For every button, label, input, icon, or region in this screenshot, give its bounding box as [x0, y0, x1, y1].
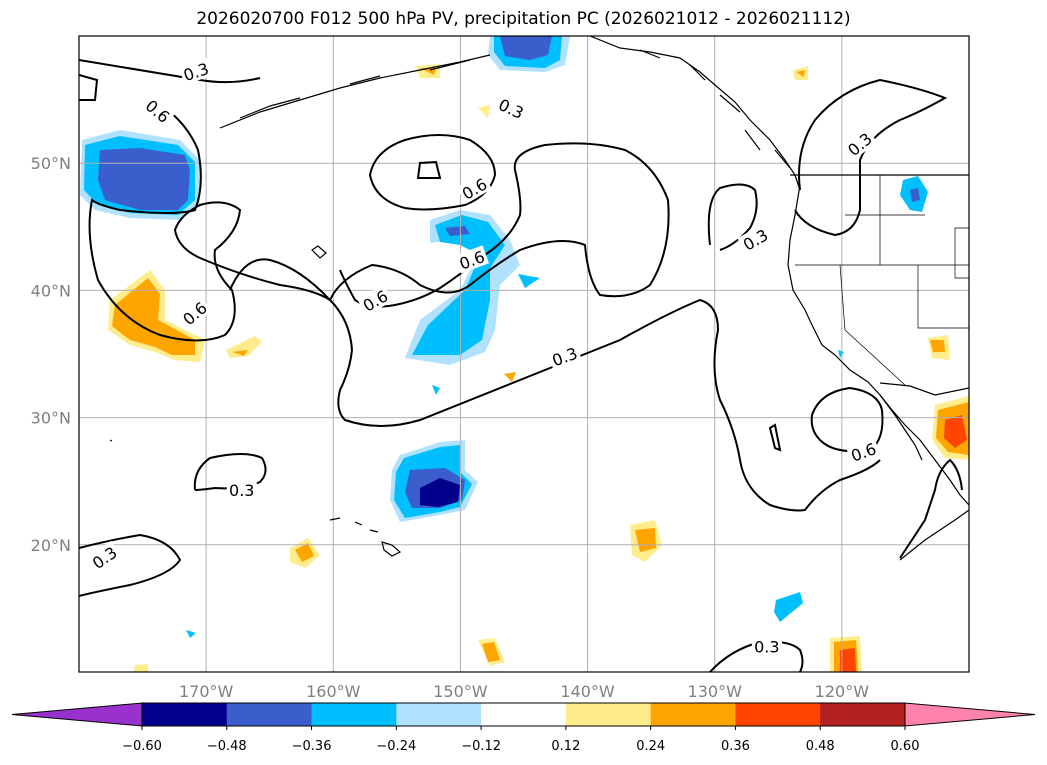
- contour-0.3-se: [709, 640, 804, 672]
- state-borders: [795, 175, 969, 386]
- contour-label: 0.3: [493, 93, 530, 124]
- colorbar-extend-low: [11, 702, 143, 727]
- colorbar-tick-label: −0.48: [207, 739, 247, 754]
- lon-label: 140°W: [560, 682, 615, 701]
- colorbar-tick-label: 0.48: [806, 739, 835, 754]
- svg-text:0.3: 0.3: [89, 543, 121, 573]
- map-frame: [78, 35, 970, 673]
- contour-0.6-center: [329, 142, 670, 308]
- contour-label: 0.6: [456, 172, 492, 204]
- contour-label: 0.3: [226, 480, 257, 500]
- colorbar-extend-high: [904, 702, 1036, 727]
- lat-label: 20°N: [31, 536, 71, 555]
- colorbar-tick-label: −0.36: [292, 739, 332, 754]
- lon-label: 120°W: [815, 682, 870, 701]
- lat-label: 30°N: [31, 409, 71, 428]
- contour-label: 0.6: [357, 284, 393, 316]
- contour-0.6-east-low: [810, 386, 884, 453]
- colorbar-segment: [396, 703, 482, 726]
- contour-label: 0.6: [845, 437, 881, 466]
- svg-text:0.3: 0.3: [844, 129, 876, 160]
- colorbar-segment: [820, 703, 906, 726]
- lat-label: 50°N: [31, 154, 71, 173]
- contour-label: 0.6: [176, 295, 212, 330]
- svg-text:0.6: 0.6: [142, 96, 174, 127]
- map-title: 2026020700 F012 500 hPa PV, precipitatio…: [196, 9, 851, 29]
- contour-0.3-south: [193, 453, 267, 491]
- aleutian-coast: [219, 54, 491, 129]
- lon-label: 160°W: [306, 682, 361, 701]
- colorbar-segment: [565, 703, 652, 726]
- hawaii-islands: [329, 517, 402, 557]
- mexico-coast: [899, 509, 969, 561]
- contour-0.3-far-east: [899, 458, 963, 559]
- baja-california: [879, 394, 923, 461]
- colorbar-segment: [142, 703, 228, 726]
- colorbar: −0.60 −0.48 −0.36 −0.24 −0.12 0.12 0.24 0.36 0.4…: [11, 702, 1036, 754]
- contour-0.3-sw: [79, 533, 182, 597]
- colorbar-tick-label: 0.60: [891, 739, 920, 754]
- colorbar-segment: [650, 703, 736, 726]
- colorbar-segment: [226, 703, 313, 726]
- contour-label: 0.6: [140, 93, 176, 128]
- contour-label: 0.3: [547, 342, 582, 370]
- lon-label: 150°W: [433, 682, 488, 701]
- colorbar-tick-label: 0.12: [551, 739, 580, 754]
- contour-0.3-west: [79, 59, 261, 84]
- contour-0.6-nw: [88, 97, 331, 342]
- svg-text:0.3: 0.3: [229, 481, 254, 500]
- contour-0.3-east: [794, 78, 948, 237]
- colorbar-segment: [481, 703, 567, 726]
- colorbar-tick-label: −0.24: [376, 739, 416, 754]
- contour-label: 0.3: [841, 126, 877, 161]
- lon-label: 170°W: [179, 682, 234, 701]
- precip-negative-areas: [80, 36, 928, 638]
- coastlines: [109, 36, 969, 561]
- contour-label: 0.3: [737, 223, 773, 255]
- north-america-west-coast: [787, 184, 969, 506]
- contour-0.6-north: [368, 134, 497, 211]
- colorbar-segment: [735, 703, 821, 726]
- colorbar-frame: [141, 702, 906, 727]
- contour-0.3-center: [229, 258, 881, 512]
- latitude-labels: 50°N 40°N 30°N 20°N: [31, 154, 71, 555]
- pv-contours: [79, 59, 963, 672]
- alaska-coast: [589, 36, 801, 191]
- us-mexico-border: [879, 382, 969, 396]
- contour-label: 0.3: [751, 636, 782, 657]
- colorbar-segment: [311, 703, 397, 726]
- precip-positive-areas: [108, 64, 969, 672]
- svg-text:0.3: 0.3: [754, 638, 779, 657]
- lon-label: 130°W: [688, 682, 743, 701]
- graticule: [79, 36, 969, 672]
- longitude-labels: 170°W 160°W 150°W 140°W 130°W 120°W: [179, 682, 869, 701]
- contour-labels: 0.30.6 0.30.60.60.60.60.30.30.30.30.30.60…: [86, 57, 881, 657]
- colorbar-tick-label: 0.36: [721, 739, 750, 754]
- colorbar-tick-label: 0.24: [636, 739, 665, 754]
- lat-label: 40°N: [31, 281, 71, 300]
- colorbar-tick-label: −0.12: [461, 739, 501, 754]
- colorbar-tick-label: −0.60: [122, 739, 162, 754]
